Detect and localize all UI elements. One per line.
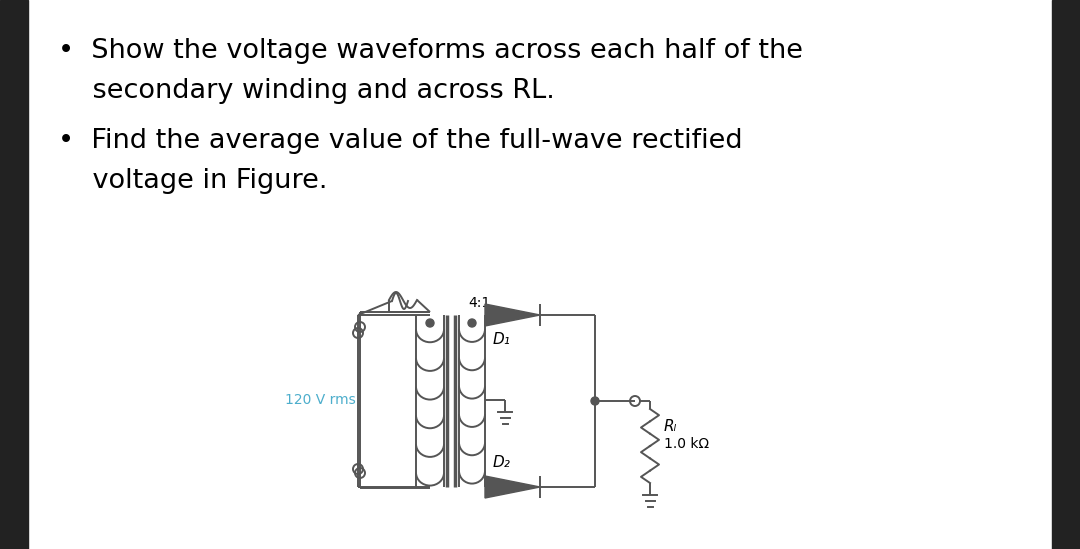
Text: D₂: D₂ xyxy=(492,455,511,470)
Text: 1.0 kΩ: 1.0 kΩ xyxy=(664,437,710,451)
Text: 120 V rms: 120 V rms xyxy=(285,393,355,407)
Circle shape xyxy=(468,319,476,327)
Text: voltage in Figure.: voltage in Figure. xyxy=(58,168,327,194)
Polygon shape xyxy=(485,304,540,326)
Text: •  Find the average value of the full-wave rectified: • Find the average value of the full-wav… xyxy=(58,128,743,154)
Text: •  Show the voltage waveforms across each half of the: • Show the voltage waveforms across each… xyxy=(58,38,804,64)
Text: Rₗ: Rₗ xyxy=(664,419,677,434)
Bar xyxy=(0,0,28,549)
Text: 4:1: 4:1 xyxy=(468,296,490,310)
Circle shape xyxy=(426,319,434,327)
Circle shape xyxy=(591,397,599,405)
Text: D₁: D₁ xyxy=(492,332,511,347)
Bar xyxy=(1052,0,1080,549)
Polygon shape xyxy=(485,476,540,498)
Text: secondary winding and across RL.: secondary winding and across RL. xyxy=(58,78,555,104)
